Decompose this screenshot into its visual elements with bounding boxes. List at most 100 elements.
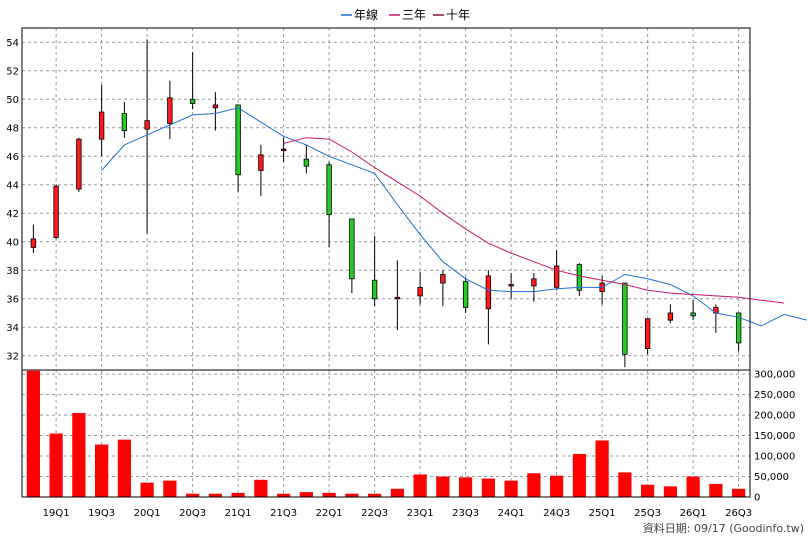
x-tick-label: 24Q1 bbox=[498, 508, 525, 519]
volume-bar bbox=[277, 493, 291, 497]
volume-bar bbox=[26, 370, 40, 497]
x-tick-label: 23Q1 bbox=[407, 508, 434, 519]
candle-body bbox=[371, 279, 378, 300]
x-tick-label: 26Q3 bbox=[725, 508, 752, 519]
volume-tick-label: 0 bbox=[754, 493, 760, 504]
price-tick-label: 52 bbox=[6, 66, 19, 77]
candles bbox=[30, 39, 742, 368]
x-tick-label: 24Q3 bbox=[543, 508, 570, 519]
candle-body bbox=[280, 148, 287, 152]
volume-bar bbox=[254, 479, 268, 497]
price-tick-label: 54 bbox=[6, 38, 19, 49]
axes: 32 34 36 38 40 42 44 46 48 50 52 54 0 50,000 100,000 15… bbox=[6, 27, 795, 519]
grid bbox=[22, 28, 750, 497]
candle-body bbox=[303, 158, 310, 167]
volume-bar bbox=[618, 472, 632, 497]
candle-body bbox=[485, 275, 492, 310]
volume-tick-label: 250,000 bbox=[754, 390, 795, 401]
volume-bar bbox=[322, 492, 336, 497]
candle-body bbox=[98, 111, 105, 140]
volume-bar bbox=[686, 476, 700, 497]
volume-bar bbox=[140, 482, 154, 497]
candle-body bbox=[690, 312, 696, 317]
volume-bar bbox=[368, 493, 382, 497]
x-tick-label: 19Q1 bbox=[43, 508, 70, 519]
ma-line bbox=[101, 107, 808, 327]
volume-bar bbox=[208, 493, 222, 497]
candle-body bbox=[144, 120, 150, 130]
volume-bar bbox=[641, 484, 655, 497]
candle-body bbox=[326, 164, 332, 216]
candle-body bbox=[735, 312, 742, 344]
volume-tick-label: 300,000 bbox=[754, 370, 795, 381]
candle-body bbox=[576, 264, 583, 291]
footer-date: 資料日期: 09/17 (Goodinfo.tw) bbox=[643, 521, 804, 535]
x-tick-label: 20Q1 bbox=[134, 508, 161, 519]
volume-bar bbox=[504, 480, 518, 497]
price-tick-label: 46 bbox=[6, 152, 19, 163]
price-tick-label: 44 bbox=[6, 180, 19, 191]
candle-body bbox=[462, 281, 469, 308]
legend-label-3year: 三年 bbox=[402, 8, 426, 22]
volume-panel-frame bbox=[21, 369, 751, 498]
price-tick-label: 36 bbox=[6, 294, 19, 305]
volume-bar bbox=[95, 444, 109, 497]
moving-average-lines bbox=[101, 107, 808, 327]
volume-bar bbox=[163, 480, 177, 497]
x-tick-label: 23Q3 bbox=[452, 508, 479, 519]
candle-body bbox=[30, 238, 37, 248]
candle-body bbox=[553, 265, 560, 288]
volume-tick-label: 50,000 bbox=[754, 472, 789, 483]
candle-body bbox=[121, 113, 128, 132]
legend: 年線 三年 十年 bbox=[341, 7, 470, 22]
legend-label-10year: 十年 bbox=[446, 8, 470, 22]
volume-bar bbox=[527, 473, 541, 497]
x-tick-label: 22Q3 bbox=[361, 508, 388, 519]
volume-bar bbox=[481, 478, 495, 497]
candle-body bbox=[508, 284, 514, 287]
volume-bar bbox=[390, 488, 404, 497]
volume-tick-label: 100,000 bbox=[754, 452, 795, 463]
volume-bar bbox=[117, 439, 131, 497]
x-tick-label: 21Q3 bbox=[270, 508, 297, 519]
volume-bar bbox=[732, 488, 746, 497]
price-panel-frame bbox=[21, 27, 751, 371]
volume-bars bbox=[26, 370, 746, 497]
x-tick-label: 25Q1 bbox=[589, 508, 616, 519]
candle-body bbox=[440, 274, 446, 284]
x-tick-label: 21Q1 bbox=[225, 508, 252, 519]
price-tick-label: 34 bbox=[6, 323, 19, 334]
price-tick-label: 48 bbox=[6, 123, 19, 134]
volume-bar bbox=[572, 453, 586, 497]
volume-bar bbox=[186, 493, 200, 497]
legend-label-annual: 年線 bbox=[354, 7, 378, 22]
price-tick-label: 40 bbox=[6, 237, 19, 248]
price-tick-label: 32 bbox=[6, 351, 19, 362]
volume-bar bbox=[231, 492, 245, 497]
volume-bar bbox=[663, 486, 677, 497]
candle-body bbox=[167, 97, 173, 124]
volume-bar bbox=[436, 476, 450, 497]
candle-body bbox=[189, 98, 196, 104]
ma-line bbox=[283, 137, 785, 304]
volume-tick-label: 150,000 bbox=[754, 431, 795, 442]
candle-body bbox=[644, 318, 651, 350]
candle-body bbox=[417, 286, 423, 297]
candle-body bbox=[258, 154, 264, 171]
candle-body bbox=[667, 312, 674, 321]
volume-bar bbox=[550, 475, 564, 497]
x-tick-label: 20Q3 bbox=[179, 508, 206, 519]
candle-body bbox=[53, 185, 59, 238]
candle-body bbox=[531, 278, 537, 287]
candle-body bbox=[235, 104, 241, 176]
x-tick-label: 22Q1 bbox=[316, 508, 343, 519]
volume-bar bbox=[299, 492, 313, 497]
volume-bar bbox=[595, 440, 609, 497]
candle-body bbox=[622, 282, 628, 355]
volume-bar bbox=[49, 433, 63, 497]
price-tick-label: 42 bbox=[6, 209, 19, 220]
volume-bar bbox=[345, 493, 359, 497]
volume-tick-label: 200,000 bbox=[754, 411, 795, 422]
volume-bar bbox=[413, 474, 427, 497]
